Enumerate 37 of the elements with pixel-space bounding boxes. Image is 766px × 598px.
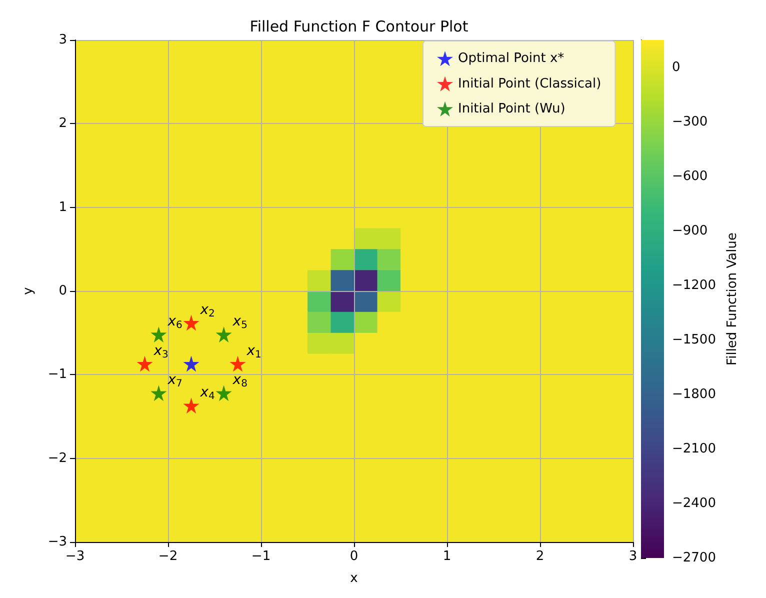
color-bar-label: 0 [672, 60, 680, 75]
point [216, 326, 232, 343]
color-bar-label: −1200 [672, 278, 716, 293]
point [183, 356, 200, 372]
x-tick-label: −2 [158, 549, 178, 564]
color-bar-label: −1800 [672, 386, 716, 402]
x-tick-label: −1 [251, 549, 271, 564]
color-bar-label: −300 [672, 114, 708, 130]
point [230, 356, 246, 372]
y-tick-label: 1 [58, 200, 67, 215]
x-tick-label: 3 [628, 549, 638, 564]
y-tick-label: 0 [58, 284, 67, 298]
y-tick-label: −3 [48, 534, 67, 550]
legend-label: Initial Point (Wu) [458, 101, 566, 116]
x-tick-label: 1 [442, 549, 452, 564]
color-bar-label: −2100 [672, 441, 716, 456]
x-axis-title: x [350, 571, 358, 586]
legend-label: Initial Point (Classical) [458, 76, 602, 92]
y-tick-label: −1 [48, 367, 67, 382]
color-bar-label: −1500 [672, 332, 716, 348]
y-tick-label: 2 [58, 116, 67, 132]
chart-title: Filled Function F Contour Plot [250, 18, 468, 36]
color-bar-label: −900 [672, 223, 708, 238]
y-tick-label: −2 [48, 450, 67, 466]
point [136, 356, 153, 372]
y-axis-title: y [21, 286, 36, 295]
color-bar-label: −2700 [672, 550, 716, 566]
color-bar-title: Filled Function Value [725, 232, 740, 366]
color-bar-label: −600 [672, 168, 708, 184]
y-tick-label: 3 [58, 32, 67, 48]
x-tick-label: 0 [350, 549, 358, 564]
x-tick-label: 2 [536, 549, 544, 564]
color-bar-label: −2400 [672, 496, 716, 511]
point [183, 398, 200, 414]
point [150, 326, 167, 343]
legend-label: Optimal Point x* [458, 51, 565, 66]
point [183, 314, 200, 331]
